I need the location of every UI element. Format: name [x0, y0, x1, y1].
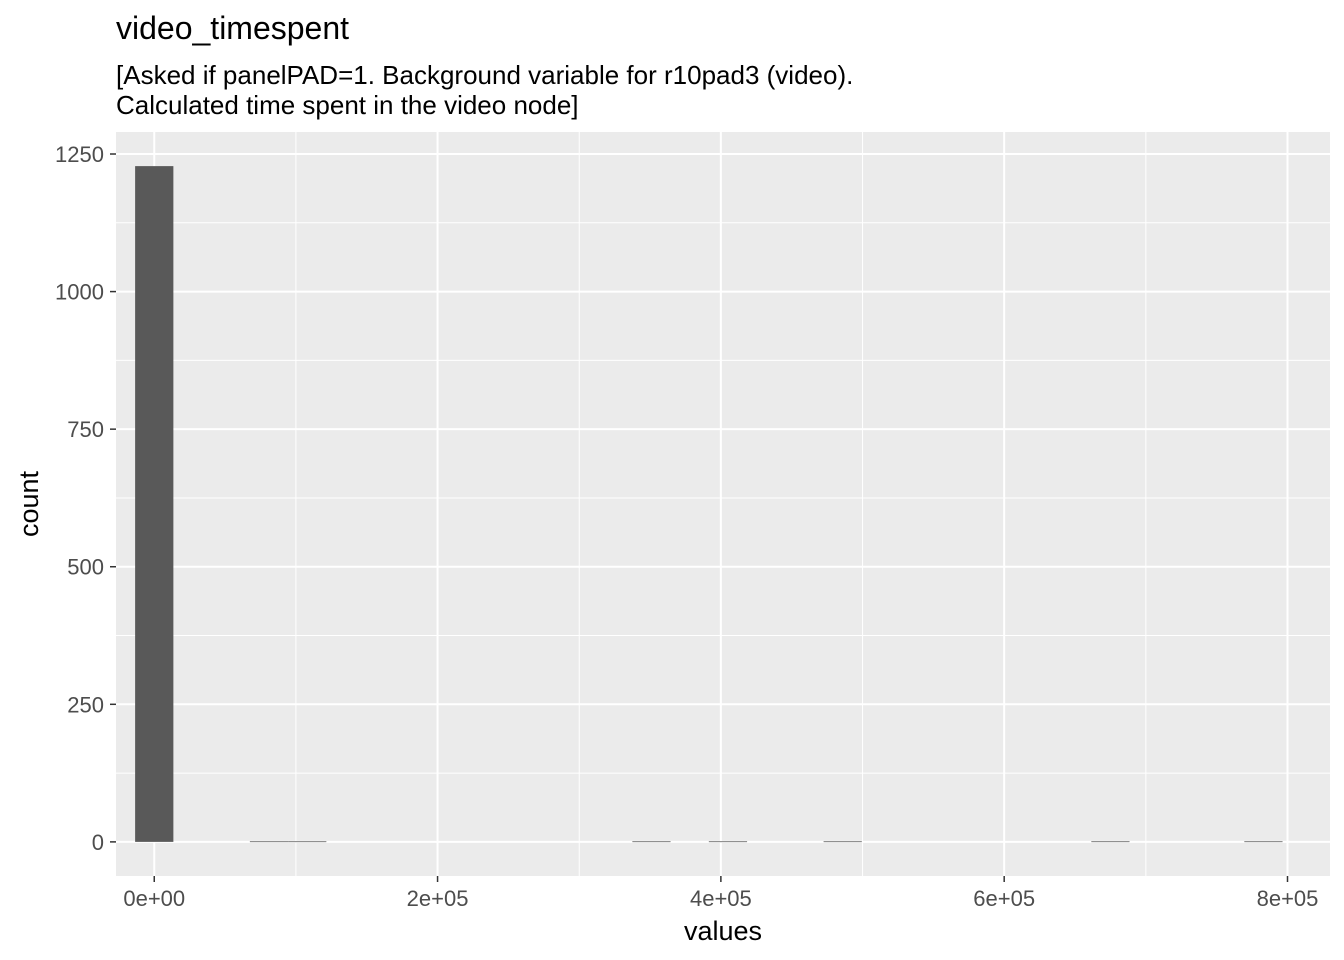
y-tick-label: 250 — [67, 692, 104, 717]
histogram-bar — [1091, 841, 1130, 843]
chart-subtitle-line-1: [Asked if panelPAD=1. Background variabl… — [116, 60, 854, 90]
y-tick-label: 0 — [92, 830, 104, 855]
y-tick-label: 1000 — [55, 280, 104, 305]
chart-subtitle-line-2: Calculated time spent in the video node] — [116, 90, 579, 120]
chart-title: video_timespent — [116, 10, 350, 46]
x-tick-label: 6e+05 — [973, 886, 1035, 911]
histogram-bar — [135, 166, 174, 842]
plot-panel — [116, 132, 1330, 876]
x-axis-title: values — [684, 916, 762, 946]
histogram-bar — [288, 841, 327, 843]
chart-subtitle: [Asked if panelPAD=1. Background variabl… — [116, 60, 853, 120]
x-tick-label: 0e+00 — [123, 886, 185, 911]
histogram-bar — [632, 841, 671, 843]
x-tick-label: 2e+05 — [407, 886, 469, 911]
histogram-bar — [708, 841, 748, 843]
x-tick-label: 8e+05 — [1257, 886, 1319, 911]
histogram-bar — [1244, 841, 1283, 843]
histogram-bar — [249, 841, 289, 843]
x-tick-label: 4e+05 — [690, 886, 752, 911]
y-tick-label: 500 — [67, 555, 104, 580]
y-tick-label: 750 — [67, 417, 104, 442]
y-axis-title: count — [14, 470, 44, 537]
y-tick-label: 1250 — [55, 142, 104, 167]
histogram-bar — [823, 841, 862, 843]
